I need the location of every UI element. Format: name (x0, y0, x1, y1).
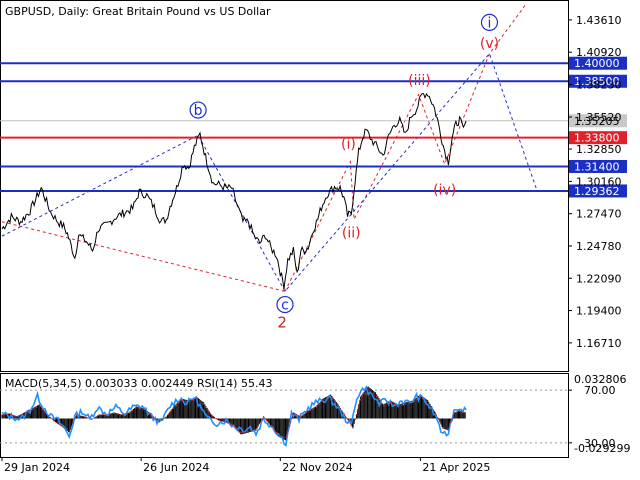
price-tick-label: 1.35520 (576, 111, 622, 124)
price-levels: 1.40000 1.38500 1.33800 1.31400 1.29362 1.352… (0, 56, 627, 198)
chart-title: GBPUSD, Daily: Great Britain Pound vs US… (5, 5, 271, 18)
wave-label: (iv) (433, 182, 456, 198)
price-tick-label: 1.24780 (576, 240, 622, 253)
price-tick-label: 1.32850 (576, 143, 622, 156)
price-tick-label: 1.38230 (576, 78, 622, 91)
wave-lines (1, 5, 537, 293)
level-label: 1.38500 (574, 75, 620, 88)
wave-label: b (194, 103, 203, 119)
level-box (569, 56, 627, 70)
price-tick-label: 1.27470 (576, 208, 622, 221)
wave-label: i (488, 15, 492, 31)
wave-label: (v) (480, 36, 499, 52)
level-label: 1.29362 (574, 185, 620, 198)
price-tick-label: 1.19400 (576, 305, 622, 318)
wave-line (284, 5, 526, 292)
wave-label-circle (276, 295, 294, 314)
wave-label: (ii) (342, 226, 361, 242)
price-series (1, 92, 467, 290)
level-box (569, 159, 627, 173)
wave-labels: i b c2 (i) (ii) (iii) (iv) (v) (189, 13, 499, 332)
wave-label: c (281, 298, 289, 314)
time-tick-label: 21 Apr 2025 (422, 461, 490, 474)
macd-tick-label: -0.029299 (574, 442, 630, 455)
price-axis: 1.43610 1.40920 1.38230 1.35520 1.32850 1.301… (568, 14, 622, 350)
price-tick-label: 1.40920 (576, 46, 622, 59)
price-tick-label: 1.22090 (576, 272, 622, 285)
indicator-label: MACD(5,34,5) 0.003033 0.002449 RSI(14) 5… (5, 377, 272, 390)
main-chart-frame (0, 0, 569, 372)
rsi-tick-label: 70.00 (584, 384, 616, 397)
rsi-tick-label: 30.00 (584, 437, 616, 450)
level-box (569, 74, 627, 88)
indicator-panel: 70.00 30.00 0.032806 -0.029299 (0, 373, 630, 455)
wave-label: (i) (341, 137, 356, 153)
indicator-frame (0, 373, 569, 458)
wave-line (1, 221, 286, 292)
time-tick-label: 29 Jan 2024 (4, 461, 70, 474)
level-label: 1.40000 (574, 57, 620, 70)
time-tick-label: 26 Jun 2024 (143, 461, 209, 474)
level-box (569, 131, 627, 145)
price-tick-label: 1.43610 (576, 14, 622, 27)
wave-label: 2 (277, 314, 287, 332)
level-box (569, 184, 627, 198)
price-tick-label: 1.16710 (576, 337, 622, 350)
time-tick-label: 22 Nov 2024 (282, 461, 352, 474)
time-axis: 29 Jan 2024 26 Jun 2024 22 Nov 2024 21 Apr … (1, 457, 490, 474)
level-label: 1.33800 (574, 132, 620, 145)
price-tick-label: 1.30160 (576, 175, 622, 188)
price-line (1, 92, 467, 290)
wave-label-circle (189, 101, 207, 119)
current-price-label: 1.35205 (574, 115, 620, 128)
macd-tick-label: 0.032806 (574, 373, 627, 386)
current-price-box (569, 114, 627, 128)
level-label: 1.31400 (574, 160, 620, 173)
wave-label-circle (480, 13, 499, 32)
macd-signal-line (1, 389, 467, 440)
wave-label: (iii) (408, 73, 431, 89)
